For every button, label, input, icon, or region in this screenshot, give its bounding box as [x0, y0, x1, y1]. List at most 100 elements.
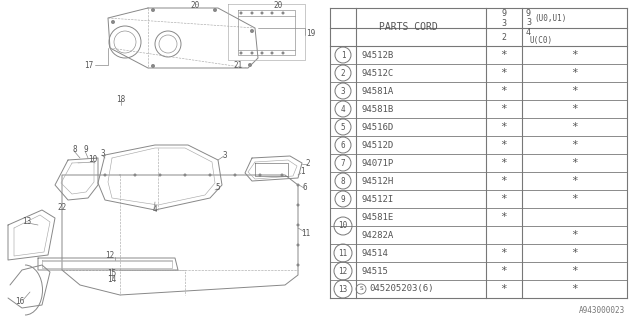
Text: 94514: 94514 — [361, 249, 388, 258]
Text: 3: 3 — [526, 18, 531, 27]
Circle shape — [296, 204, 300, 206]
Circle shape — [282, 52, 285, 54]
Text: 045205203(6): 045205203(6) — [369, 284, 433, 293]
Text: 2: 2 — [306, 158, 310, 167]
Text: 4: 4 — [526, 28, 531, 37]
Text: 94581B: 94581B — [361, 105, 393, 114]
Circle shape — [334, 262, 352, 280]
Text: 3: 3 — [340, 86, 346, 95]
Text: *: * — [500, 140, 508, 150]
Circle shape — [280, 173, 284, 177]
Text: 13: 13 — [339, 284, 348, 293]
Text: 6: 6 — [303, 183, 307, 193]
Text: 4: 4 — [153, 205, 157, 214]
Circle shape — [296, 244, 300, 246]
Text: *: * — [571, 140, 578, 150]
Text: 18: 18 — [116, 95, 125, 105]
Text: 4: 4 — [340, 105, 346, 114]
Circle shape — [334, 280, 352, 298]
Text: 22: 22 — [58, 204, 67, 212]
Text: *: * — [571, 266, 578, 276]
Circle shape — [159, 173, 161, 177]
Circle shape — [335, 47, 351, 63]
Text: 94516D: 94516D — [361, 123, 393, 132]
Circle shape — [260, 12, 264, 14]
Circle shape — [296, 223, 300, 227]
Text: 2: 2 — [502, 33, 506, 42]
Text: *: * — [500, 266, 508, 276]
Text: 1: 1 — [300, 167, 304, 177]
Text: 17: 17 — [84, 60, 93, 69]
Text: 94071P: 94071P — [361, 158, 393, 167]
Text: 94512I: 94512I — [361, 195, 393, 204]
Text: *: * — [571, 122, 578, 132]
Circle shape — [296, 183, 300, 187]
Circle shape — [184, 173, 186, 177]
Circle shape — [335, 173, 351, 189]
Circle shape — [213, 8, 217, 12]
Circle shape — [282, 12, 285, 14]
Text: (U0,U1): (U0,U1) — [534, 13, 566, 22]
Text: 16: 16 — [15, 298, 24, 307]
Text: 8: 8 — [73, 145, 77, 154]
Circle shape — [335, 101, 351, 117]
Text: S: S — [359, 286, 363, 292]
Circle shape — [234, 173, 237, 177]
Text: 94512B: 94512B — [361, 51, 393, 60]
Text: 11: 11 — [339, 249, 348, 258]
Circle shape — [271, 52, 273, 54]
Circle shape — [239, 52, 243, 54]
Text: 94512H: 94512H — [361, 177, 393, 186]
Circle shape — [335, 119, 351, 135]
Text: 9: 9 — [340, 195, 346, 204]
Text: 8: 8 — [340, 177, 346, 186]
Text: 10: 10 — [88, 156, 98, 164]
Circle shape — [111, 20, 115, 24]
Text: *: * — [500, 86, 508, 96]
Text: 2: 2 — [340, 68, 346, 77]
Text: *: * — [571, 230, 578, 240]
Text: 1: 1 — [340, 51, 346, 60]
Circle shape — [335, 137, 351, 153]
Text: 20: 20 — [190, 1, 200, 10]
Text: 94282A: 94282A — [361, 230, 393, 239]
Circle shape — [335, 83, 351, 99]
Text: 3: 3 — [100, 148, 106, 157]
Text: PARTS CORD: PARTS CORD — [379, 22, 437, 32]
Text: *: * — [571, 104, 578, 114]
Text: *: * — [500, 158, 508, 168]
Circle shape — [151, 8, 155, 12]
Text: *: * — [500, 122, 508, 132]
Circle shape — [335, 65, 351, 81]
Text: 5: 5 — [216, 183, 220, 193]
Text: 9: 9 — [84, 145, 88, 154]
Text: *: * — [500, 68, 508, 78]
Text: *: * — [500, 176, 508, 186]
Text: 10: 10 — [339, 221, 348, 230]
Text: 14: 14 — [108, 276, 116, 284]
Text: *: * — [500, 248, 508, 258]
Circle shape — [248, 63, 252, 67]
Text: 11: 11 — [301, 228, 310, 237]
Text: 5: 5 — [340, 123, 346, 132]
Text: 12: 12 — [339, 267, 348, 276]
Text: *: * — [571, 284, 578, 294]
Circle shape — [334, 217, 352, 235]
Text: 94512C: 94512C — [361, 68, 393, 77]
Circle shape — [335, 155, 351, 171]
Text: 15: 15 — [108, 268, 116, 277]
Text: *: * — [571, 158, 578, 168]
Text: *: * — [571, 68, 578, 78]
Text: 13: 13 — [22, 218, 31, 227]
Circle shape — [260, 52, 264, 54]
Text: *: * — [500, 212, 508, 222]
Circle shape — [296, 263, 300, 267]
Circle shape — [334, 244, 352, 262]
Circle shape — [250, 12, 253, 14]
Text: *: * — [571, 248, 578, 258]
Text: 9: 9 — [526, 9, 531, 18]
Circle shape — [134, 173, 136, 177]
Text: 21: 21 — [234, 60, 243, 69]
Text: *: * — [571, 86, 578, 96]
Circle shape — [151, 64, 155, 68]
